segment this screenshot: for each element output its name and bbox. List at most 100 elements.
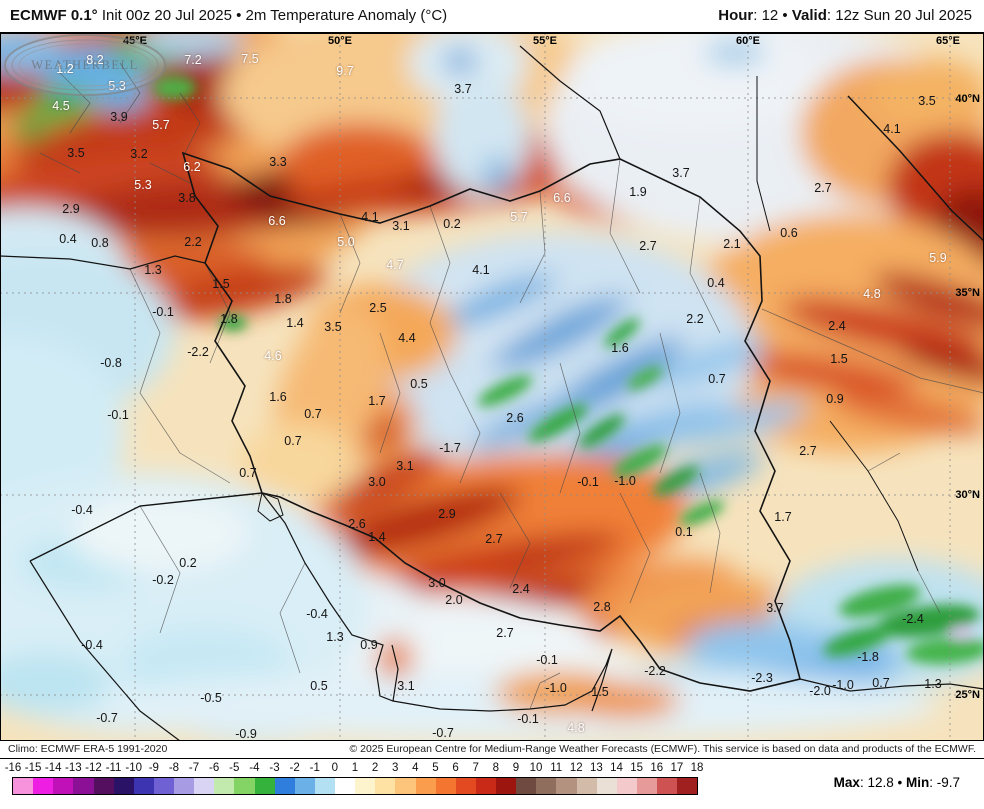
anomaly-value: 1.4 <box>368 530 386 544</box>
anomaly-value: 6.6 <box>553 191 571 205</box>
anomaly-value: -2.2 <box>644 664 666 678</box>
anomaly-value: 4.1 <box>883 122 901 136</box>
anomaly-value: 2.1 <box>723 237 741 251</box>
colorbar-cell <box>153 778 174 794</box>
model-name: ECMWF 0.1° <box>10 7 98 24</box>
bullet: • <box>893 775 906 790</box>
map-value-labels: 1.2 8.2 7.2 7.5 9.7 5.3 4.5 3.9 5.7 3.7 3.5 3.2 6.2 3… <box>0 33 984 741</box>
colorbar-cell <box>375 778 396 794</box>
anomaly-value: -0.4 <box>71 503 93 517</box>
anomaly-value: 5.7 <box>152 118 170 132</box>
anomaly-value: 4.7 <box>386 258 404 272</box>
anomaly-value: 0.7 <box>239 466 257 480</box>
colorbar-cell <box>234 778 255 794</box>
anomaly-value: -2.3 <box>751 671 773 685</box>
colorbar-tick: 10 <box>529 762 543 774</box>
colorbar-tick: -13 <box>65 762 82 774</box>
colorbar-tick: 14 <box>610 762 623 774</box>
anomaly-streaks <box>153 76 984 665</box>
anomaly-value: 3.1 <box>397 679 415 693</box>
anomaly-value: 4.4 <box>398 331 416 345</box>
anomaly-value: -0.1 <box>577 475 599 489</box>
max-sep: : <box>859 775 868 790</box>
anomaly-value: -1.0 <box>545 681 567 695</box>
colorbar-cell <box>475 778 496 794</box>
colorbar-cell <box>174 778 195 794</box>
colorbar-tick: -14 <box>44 762 62 774</box>
longitude-label: 55°E <box>533 35 557 47</box>
colorbar-tick: -3 <box>269 762 280 774</box>
anomaly-value: 5.7 <box>510 210 528 224</box>
anomaly-value: 1.8 <box>220 312 238 326</box>
anomaly-value: 7.2 <box>184 53 202 67</box>
anomaly-value: 0.5 <box>310 679 328 693</box>
anomaly-value: 1.5 <box>212 277 230 291</box>
hour-label: Hour <box>718 7 754 24</box>
colorbar-cell <box>536 778 557 794</box>
anomaly-value: 4.1 <box>472 263 490 277</box>
anomaly-value: 0.5 <box>410 377 428 391</box>
colorbar-tick: 11 <box>550 762 563 774</box>
colorbar-cell <box>677 778 698 794</box>
anomaly-value: 2.2 <box>184 235 202 249</box>
min-value: -9.7 <box>936 775 960 790</box>
max-min-readout: Max: 12.8 • Min: -9.7 <box>834 775 960 790</box>
longitude-label: 65°E <box>936 35 960 47</box>
anomaly-value: -0.1 <box>536 653 558 667</box>
anomaly-value: 0.8 <box>91 236 109 250</box>
anomaly-value: -0.5 <box>200 691 222 705</box>
anomaly-value: 0.1 <box>675 525 693 539</box>
anomaly-value: 2.9 <box>438 507 456 521</box>
colorbar-tick: 0 <box>331 762 339 774</box>
anomaly-value: -2.0 <box>809 684 831 698</box>
anomaly-value: 4.8 <box>567 721 585 735</box>
watermark-text: WEATHERBELL <box>31 58 138 72</box>
anomaly-value: 3.7 <box>766 601 784 615</box>
valid-time: Hour: 12 • Valid: 12z Sun 20 Jul 2025 <box>718 7 972 24</box>
min-sep: : <box>929 775 937 790</box>
anomaly-value: -0.7 <box>96 711 118 725</box>
colorbar-cell <box>214 778 235 794</box>
colorbar-cell <box>274 778 295 794</box>
longitude-label: 50°E <box>328 35 352 47</box>
anomaly-value: 1.9 <box>629 185 647 199</box>
colorbar-tick: 3 <box>392 762 399 774</box>
colorbar-tick: 5 <box>432 762 439 774</box>
colorbar-tick: 13 <box>590 762 603 774</box>
colorbar-tick: -8 <box>168 762 180 774</box>
latitude-label: 35°N <box>955 287 980 299</box>
anomaly-value: 0.6 <box>780 226 798 240</box>
climo-note: Climo: ECMWF ERA-5 1991-2020 <box>8 743 168 755</box>
colorbar-tick: -6 <box>209 762 220 774</box>
anomaly-value: -0.7 <box>432 726 454 740</box>
anomaly-value: 3.1 <box>396 459 414 473</box>
anomaly-value: -2.4 <box>902 612 924 626</box>
colorbar-tick: 12 <box>569 762 583 774</box>
colorbar-cell <box>415 778 436 794</box>
anomaly-value: 1.3 <box>326 630 344 644</box>
anomaly-value: 1.3 <box>924 677 942 691</box>
hour-value: : 12 • <box>753 7 792 24</box>
anomaly-value: 2.7 <box>496 626 514 640</box>
colorbar-tick: 8 <box>492 762 500 774</box>
anomaly-value: 0.4 <box>707 276 725 290</box>
colorbar-cell <box>556 778 577 794</box>
anomaly-value: 0.2 <box>443 217 461 231</box>
anomaly-field-svg <box>0 33 984 741</box>
anomaly-value: 2.6 <box>506 411 524 425</box>
country-borders <box>0 45 984 741</box>
colorbar-tick: 17 <box>670 762 684 774</box>
anomaly-value: 1.8 <box>274 292 292 306</box>
valid-value: : 12z Sun 20 Jul 2025 <box>826 7 972 24</box>
anomaly-value: 2.4 <box>828 319 846 333</box>
anomaly-value: 5.0 <box>337 235 355 249</box>
anomaly-value: 1.7 <box>368 394 386 408</box>
anomaly-value: 0.9 <box>826 392 844 406</box>
anomaly-value: 1.4 <box>286 316 304 330</box>
colorbar-tick: -2 <box>289 762 300 774</box>
anomaly-value: -2.2 <box>187 345 209 359</box>
colorbar-tick: -7 <box>188 762 200 774</box>
anomaly-value: 6.2 <box>183 160 201 174</box>
valid-label: Valid <box>791 7 827 24</box>
anomaly-value: 2.7 <box>639 239 657 253</box>
